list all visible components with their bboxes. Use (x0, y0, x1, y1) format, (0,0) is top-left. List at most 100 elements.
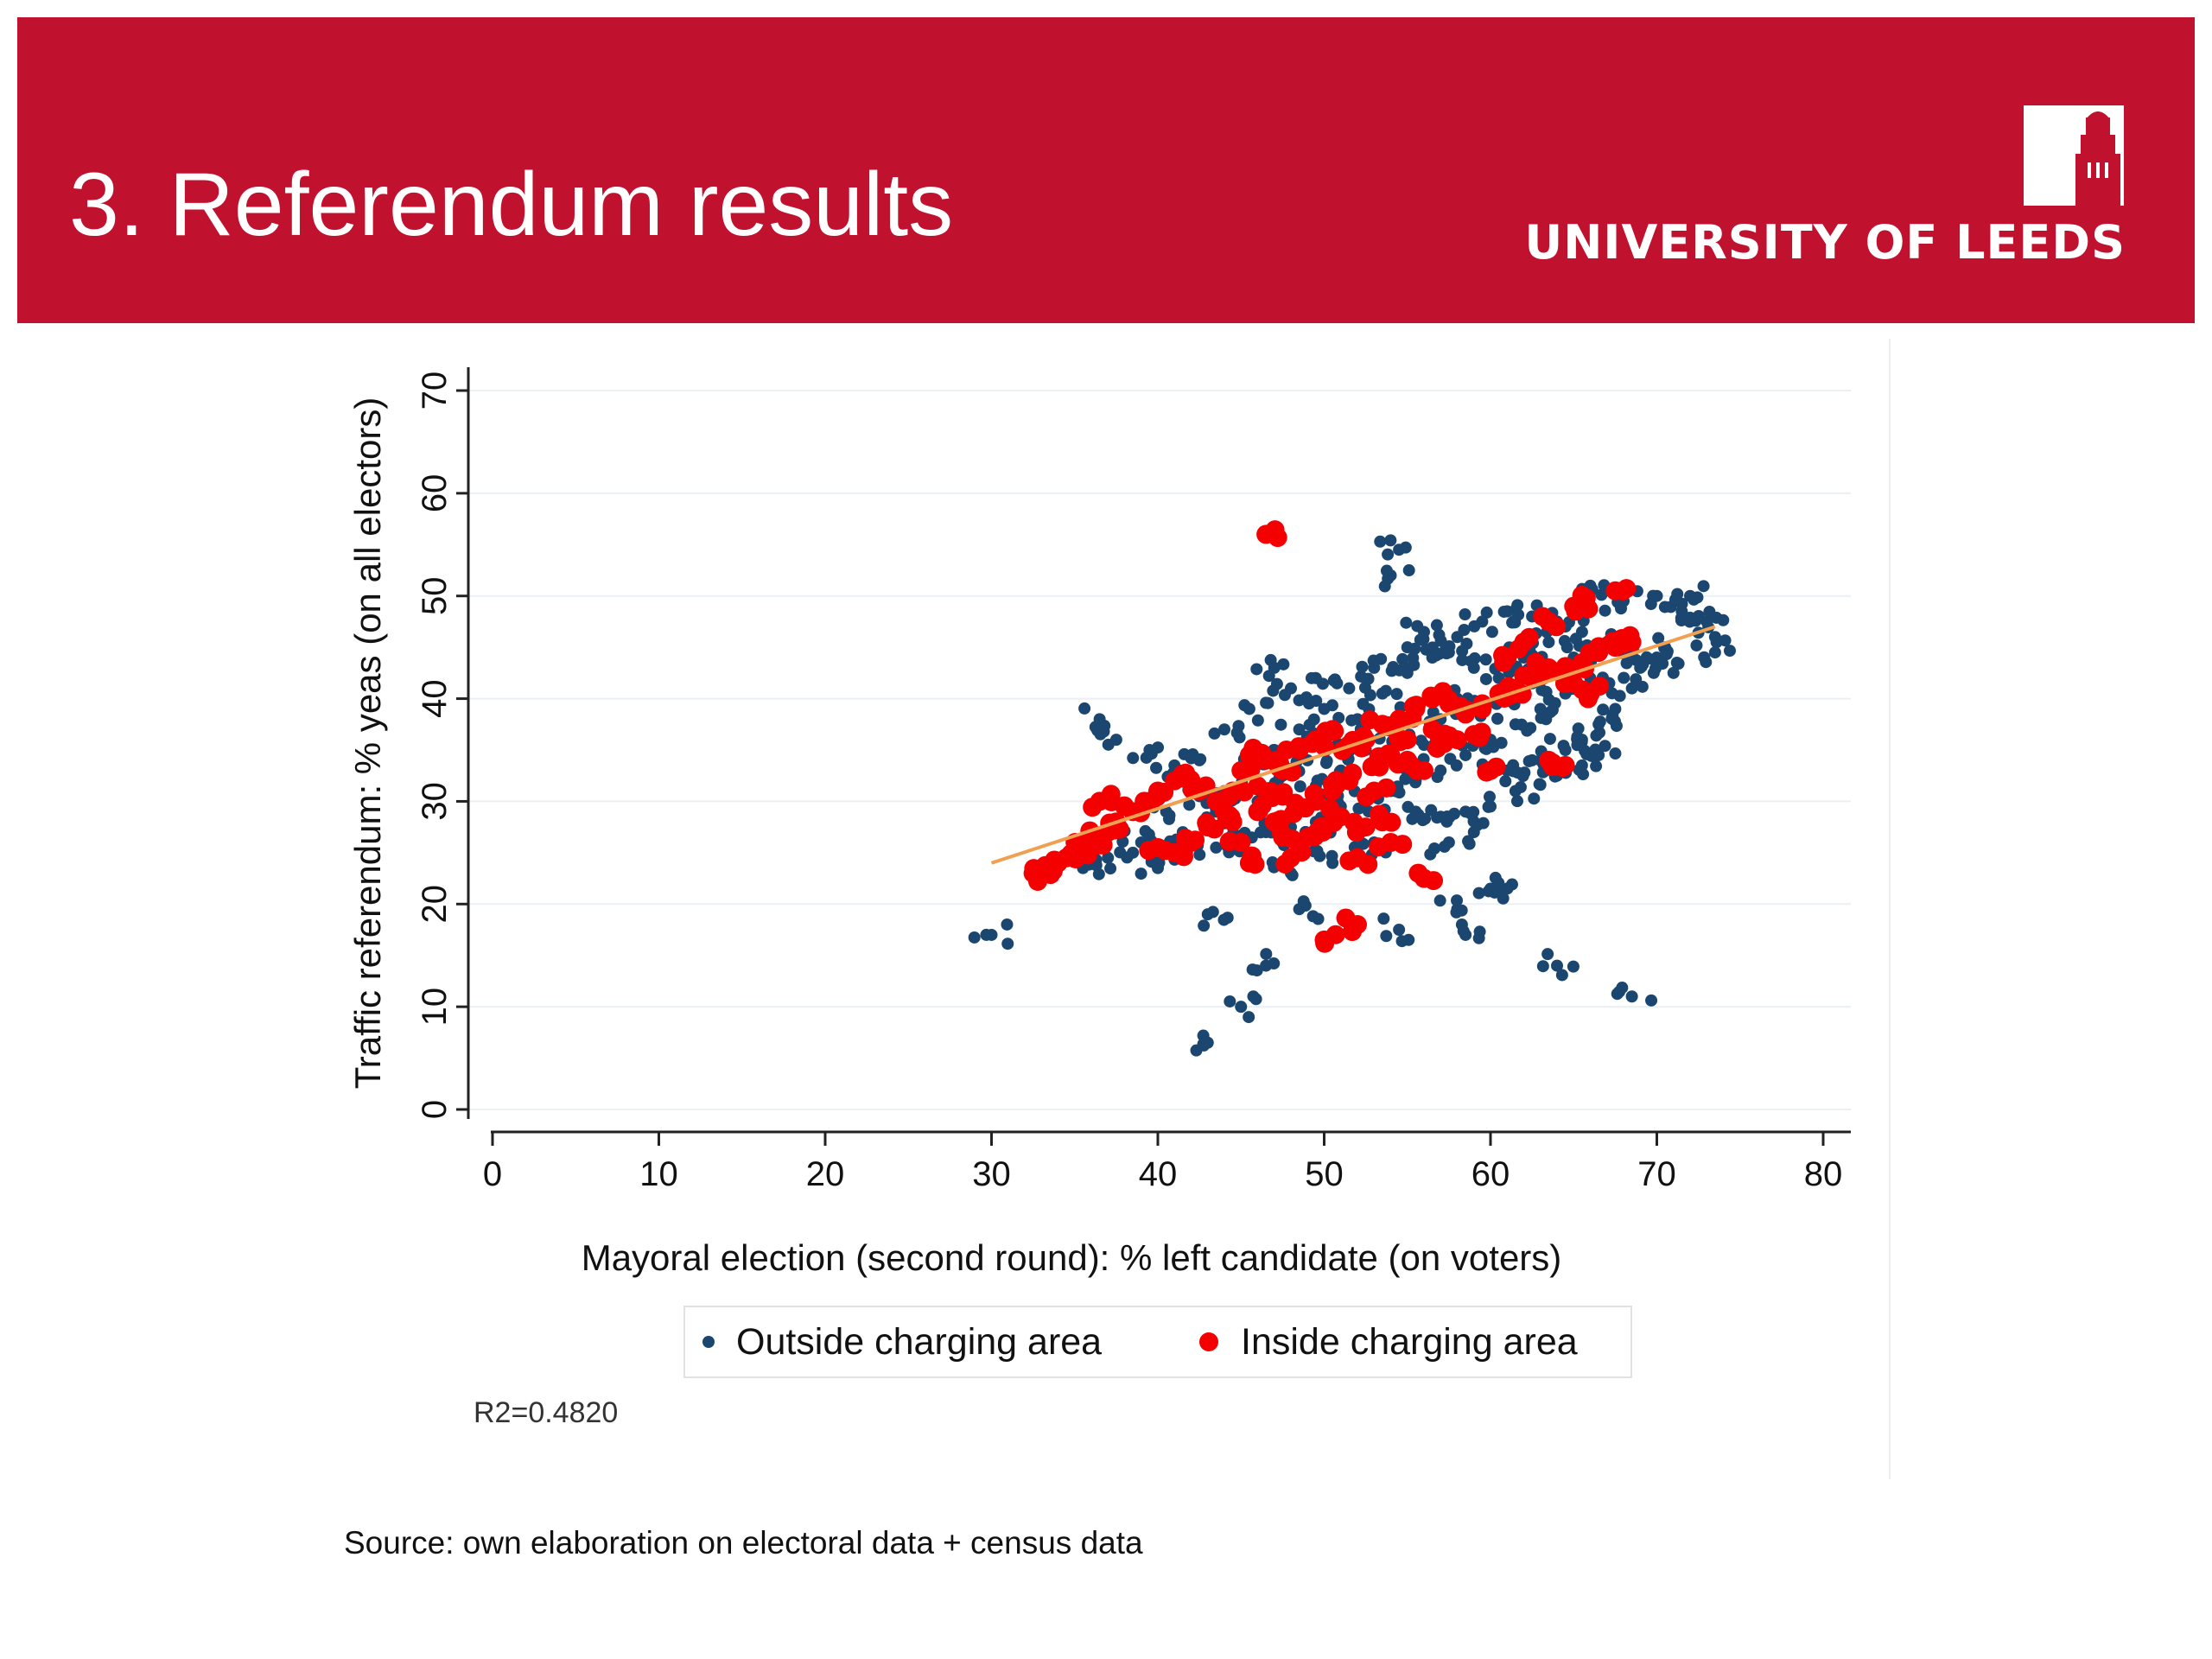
outside-point-134 (1644, 598, 1657, 611)
legend: Outside charging area Inside charging ar… (683, 1306, 1632, 1378)
outside-point-197 (1543, 733, 1556, 746)
x-axis-label: Mayoral election (second round): % left … (582, 1237, 1562, 1278)
outside-point-108 (1489, 871, 1502, 884)
outside-point-579 (1540, 685, 1553, 698)
outside-point-410 (1534, 702, 1547, 715)
outside-point-229 (1412, 808, 1425, 821)
outside-point-274 (1139, 824, 1152, 837)
outside-point-68 (1377, 912, 1390, 925)
inside-point-58 (1149, 784, 1169, 804)
outside-point-339 (1379, 684, 1392, 697)
inside-point-80 (1077, 845, 1097, 865)
inside-point-221 (1542, 757, 1562, 777)
outside-point-178 (1618, 671, 1630, 684)
outside-point-113 (1541, 948, 1554, 961)
outside-point-492 (1456, 645, 1469, 658)
inside-point-32 (1220, 831, 1240, 851)
outside-point-106 (1505, 878, 1518, 891)
outside-point-209 (1528, 792, 1541, 805)
outside-point-249 (1260, 696, 1273, 709)
x-tick-label-70: 70 (1637, 1155, 1676, 1193)
title-banner (17, 17, 2195, 323)
outside-point-115 (1625, 990, 1638, 1003)
inside-point-230 (1378, 744, 1398, 764)
outside-point-34 (1249, 993, 1262, 1006)
outside-point-144 (1697, 580, 1710, 593)
r2-annotation: R2=0.4820 (474, 1396, 618, 1429)
outside-point-226 (1402, 800, 1414, 813)
inside-series (1023, 520, 1642, 953)
outside-point-109 (1497, 892, 1510, 905)
outside-point-137 (1658, 601, 1671, 613)
legend-marker-inside (1199, 1332, 1218, 1351)
inside-point-185 (1580, 643, 1599, 663)
inside-point-203 (1509, 639, 1529, 658)
inside-point-53 (1173, 764, 1192, 784)
x-tick-label-40: 40 (1139, 1155, 1178, 1193)
outside-point-183 (1606, 709, 1619, 721)
inside-point-206 (1547, 617, 1567, 637)
inside-point-137 (1316, 721, 1336, 741)
x-tick-label-10: 10 (639, 1155, 678, 1193)
outside-point-242 (1316, 677, 1329, 690)
outside-point-19 (1127, 752, 1140, 765)
y-tick-label-70: 70 (416, 372, 454, 410)
outside-point-446 (1352, 802, 1365, 815)
outside-point-114 (1567, 960, 1580, 973)
outside-point-78 (1382, 548, 1395, 561)
outside-point-418 (1491, 712, 1504, 725)
outside-point-84 (1438, 840, 1451, 853)
inside-point-241 (1304, 784, 1324, 804)
outside-point-357 (1458, 624, 1471, 637)
outside-point-250 (1218, 723, 1230, 736)
inside-point-251 (1261, 781, 1281, 801)
inside-point-83 (1062, 847, 1082, 867)
inside-point-191 (1620, 626, 1640, 645)
outside-point-244 (1305, 671, 1318, 684)
y-tick-label-30: 30 (416, 782, 454, 821)
inside-point-13 (1358, 855, 1378, 874)
outside-point-533 (1325, 699, 1338, 712)
legend-marker-outside (702, 1336, 715, 1348)
outside-point-52 (1312, 912, 1325, 925)
inside-point-287 (1252, 795, 1272, 815)
outside-point-234 (1277, 658, 1290, 671)
outside-point-498 (1468, 652, 1481, 664)
inside-point-11 (1408, 863, 1428, 883)
inside-point-269 (1434, 724, 1454, 744)
outside-point-293 (1153, 856, 1166, 869)
outside-point-369 (1509, 616, 1522, 629)
outside-point-184 (1597, 703, 1610, 716)
outside-point-79 (1374, 535, 1387, 548)
outside-point-523 (1356, 660, 1369, 673)
outside-point-223 (1431, 811, 1444, 824)
outside-point-66 (1380, 930, 1393, 943)
outside-point-629 (1577, 768, 1590, 781)
slide-title: 3. Referendum results (69, 155, 954, 255)
outside-point-414 (1535, 711, 1548, 724)
inside-point-145 (1360, 710, 1380, 730)
outside-series (968, 534, 1736, 1057)
fit-line (990, 625, 1716, 865)
outside-point-32 (1224, 995, 1236, 1007)
outside-point-482 (1408, 642, 1421, 655)
outside-point-488 (1411, 620, 1424, 632)
outside-point-153 (1700, 656, 1713, 669)
outside-point-24 (1217, 913, 1230, 926)
outside-point-69 (1395, 935, 1408, 948)
outside-point-535 (1293, 723, 1306, 736)
outside-point-539 (1274, 718, 1287, 731)
outside-point-88 (1433, 894, 1446, 907)
inside-point-205 (1533, 607, 1553, 626)
axes: 0 10 20 30 40 50 60 70 0 10 20 30 40 50 60 70 80 (416, 367, 1851, 1193)
tower-icon (2024, 105, 2124, 206)
outside-point-159 (1717, 613, 1730, 626)
outside-point-154 (1723, 645, 1736, 658)
outside-point-39 (1246, 963, 1259, 976)
outside-point-636 (1414, 734, 1427, 747)
outside-point-199 (1571, 739, 1584, 752)
outside-point-105 (1492, 882, 1505, 895)
outside-point-215 (1459, 805, 1472, 818)
outside-point-169 (1652, 632, 1665, 645)
inside-point-29 (1282, 830, 1302, 849)
